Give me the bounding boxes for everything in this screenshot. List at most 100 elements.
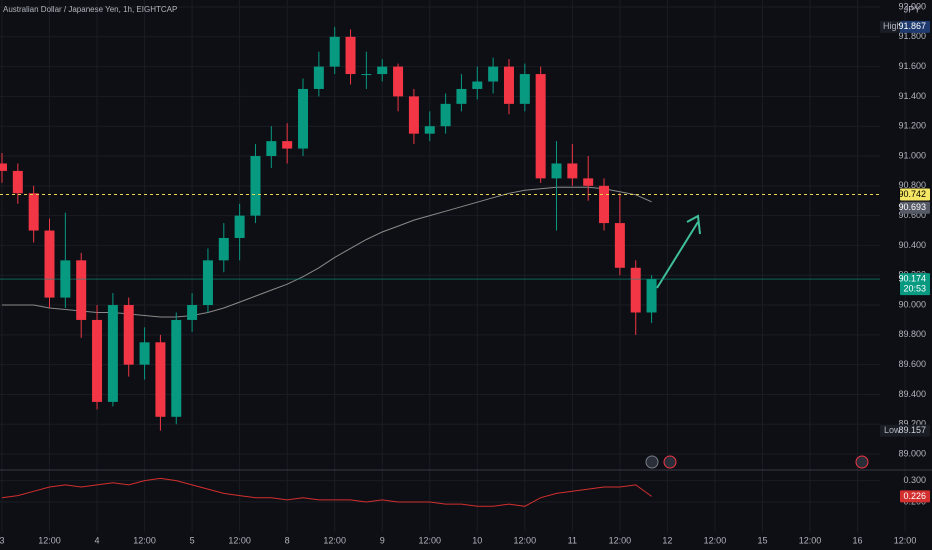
high-value: 91.867 (898, 21, 926, 31)
oscillator-value: 0.226 (903, 491, 926, 501)
candle-body (298, 88, 309, 149)
y-tick-label: 89.600 (898, 359, 926, 369)
candle-body (551, 163, 562, 179)
y-tick-label: 90.800 (898, 180, 926, 190)
candle-body (234, 215, 245, 238)
candle-body (28, 193, 39, 231)
high-value-box (900, 20, 930, 33)
candle-body (123, 305, 134, 365)
x-tick-label: 5 (190, 535, 195, 545)
candle-body (44, 230, 55, 298)
currency-label: JPY (904, 4, 921, 14)
marks (0, 26, 657, 507)
x-tick-label: 10 (472, 535, 482, 545)
countdown: 20:53 (903, 283, 926, 293)
candle-body (107, 305, 118, 402)
candle-body (92, 319, 103, 402)
last-price-box (900, 273, 930, 296)
candle-body (202, 260, 213, 306)
candle-body (187, 305, 198, 320)
y-tick-label: 89.800 (898, 329, 926, 339)
x-tick-label: 12:00 (228, 535, 251, 545)
x-tick-label: 8 (285, 535, 290, 545)
candle-body (567, 163, 578, 179)
candle-body (266, 141, 277, 157)
y-tick-label: 89.400 (898, 389, 926, 399)
candle-body (646, 279, 657, 313)
x-tick-label: 12:00 (323, 535, 346, 545)
candle-body (250, 156, 261, 216)
x-tick-label: 12:00 (704, 535, 727, 545)
chart-title: Australian Dollar / Japanese Yen, 1h, EI… (3, 5, 177, 14)
x-tick-label: 3 (0, 535, 4, 545)
candle-body (218, 237, 229, 261)
forecast-arrow (656, 221, 699, 289)
candle-body (408, 96, 419, 134)
y-tick-label: 0.300 (903, 475, 926, 485)
alert-value-box (900, 188, 930, 201)
candle-body (456, 88, 467, 104)
x-tick-label: 12:00 (418, 535, 441, 545)
candle-body (472, 81, 483, 89)
candle-body (488, 66, 499, 82)
x-tick-label: 12 (662, 535, 672, 545)
oscillator-line (1, 477, 652, 507)
candle-body (377, 66, 388, 75)
candle-body (155, 342, 166, 417)
event-icon[interactable] (645, 455, 659, 469)
x-tick-label: 12:00 (799, 535, 822, 545)
candle-body (393, 66, 404, 97)
y-tick-label: 91.000 (898, 150, 926, 160)
candle-body (76, 260, 87, 320)
candle-body (329, 36, 340, 67)
high-tag: High (883, 21, 902, 31)
high-tag-box (880, 20, 900, 33)
y-tick-label: 91.800 (898, 31, 926, 41)
low-value: 89.157 (898, 425, 926, 435)
y-tick-label: 89.000 (898, 448, 926, 458)
low-tag-box (880, 424, 900, 437)
low-tag: Low (884, 425, 901, 435)
candle-body (313, 66, 324, 89)
candle-body (171, 319, 182, 417)
candle-body (630, 267, 641, 313)
y-tick-label: 89.200 (898, 419, 926, 429)
arrow-head (686, 214, 701, 235)
ma-value-box (900, 201, 930, 214)
x-tick-label: 12:00 (38, 535, 61, 545)
candle-body (535, 74, 546, 179)
y-tick-label: 91.600 (898, 61, 926, 71)
candle-body (614, 223, 625, 268)
x-tick-label: 16 (853, 535, 863, 545)
x-tick-label: 9 (380, 535, 385, 545)
alert-value: 90.742 (898, 189, 926, 199)
candle-body (12, 170, 23, 194)
candle-body (139, 342, 150, 365)
candle-body (361, 74, 372, 76)
ma-value: 90.693 (898, 202, 926, 212)
candle-body (0, 163, 7, 171)
candle-body (282, 141, 293, 149)
candle-body (440, 103, 451, 127)
x-tick-label: 15 (757, 535, 767, 545)
y-tick-label: 90.000 (898, 299, 926, 309)
y-tick-label: 91.400 (898, 91, 926, 101)
y-tick-label: 92.000 (898, 1, 926, 11)
grid (0, 0, 906, 532)
y-tick-label: 90.600 (898, 210, 926, 220)
x-tick-label: 12:00 (609, 535, 632, 545)
candle-body (519, 74, 530, 104)
candle-body (583, 178, 594, 186)
candle-body (503, 66, 514, 104)
candle-body (599, 185, 610, 224)
oscillator-value-box (900, 490, 930, 503)
y-tick-label: 91.200 (898, 121, 926, 131)
last-price: 90.174 (898, 273, 926, 283)
x-tick-label: 12:00 (514, 535, 537, 545)
event-icon[interactable] (663, 455, 677, 469)
x-tick-label: 11 (568, 535, 577, 545)
x-tick-label: 4 (95, 535, 100, 545)
candle-body (345, 36, 356, 75)
event-icon[interactable] (855, 455, 869, 469)
